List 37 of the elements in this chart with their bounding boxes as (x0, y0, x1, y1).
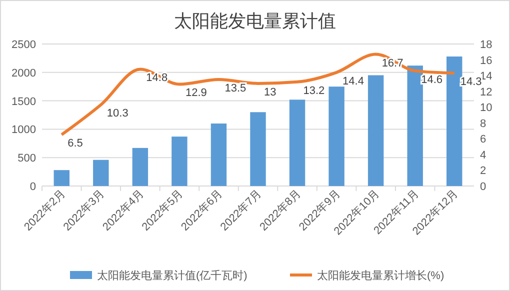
y2-tick-label: 12 (480, 86, 492, 98)
legend-label: 太阳能发电量累计值(亿千瓦时) (97, 269, 248, 282)
data-label: 13 (264, 86, 276, 98)
bar (328, 86, 344, 186)
data-label: 10.3 (106, 108, 128, 120)
y2-tick-label: 16 (480, 54, 492, 67)
y2-tick-label: 2 (480, 165, 486, 178)
bar (54, 170, 70, 186)
line-series (60, 52, 456, 136)
bar (250, 112, 266, 186)
data-label: 13.5 (224, 82, 246, 94)
y2-tick-label: 6 (480, 134, 486, 146)
bar (446, 56, 462, 186)
bar (132, 148, 148, 186)
y-tick-label: 1000 (12, 124, 36, 136)
legend-label: 太阳能发电量累计增长(%) (317, 269, 444, 282)
data-label: 12.9 (185, 87, 207, 100)
data-label: 13.2 (303, 84, 325, 97)
data-label: 6.5 (68, 138, 83, 150)
chart-title: 太阳能发电量累计值 (174, 11, 336, 31)
y-tick-label: 0 (30, 181, 36, 193)
data-label: 14.4 (342, 75, 364, 88)
bar (210, 124, 227, 186)
y-tick-label: 500 (18, 152, 36, 165)
bar (407, 66, 423, 186)
y2-tick-label: 4 (480, 149, 486, 162)
y-tick-label: 2000 (12, 67, 36, 80)
bar (289, 100, 306, 186)
y2-tick-label: 8 (480, 118, 486, 130)
bar (93, 160, 109, 186)
bar (172, 136, 188, 186)
bar (368, 75, 384, 186)
y-tick-label: 1500 (12, 96, 36, 108)
y-tick-label: 2500 (12, 39, 36, 51)
y2-tick-label: 10 (480, 102, 492, 114)
y2-tick-label: 18 (480, 39, 492, 51)
y2-tick-label: 0 (480, 181, 486, 193)
